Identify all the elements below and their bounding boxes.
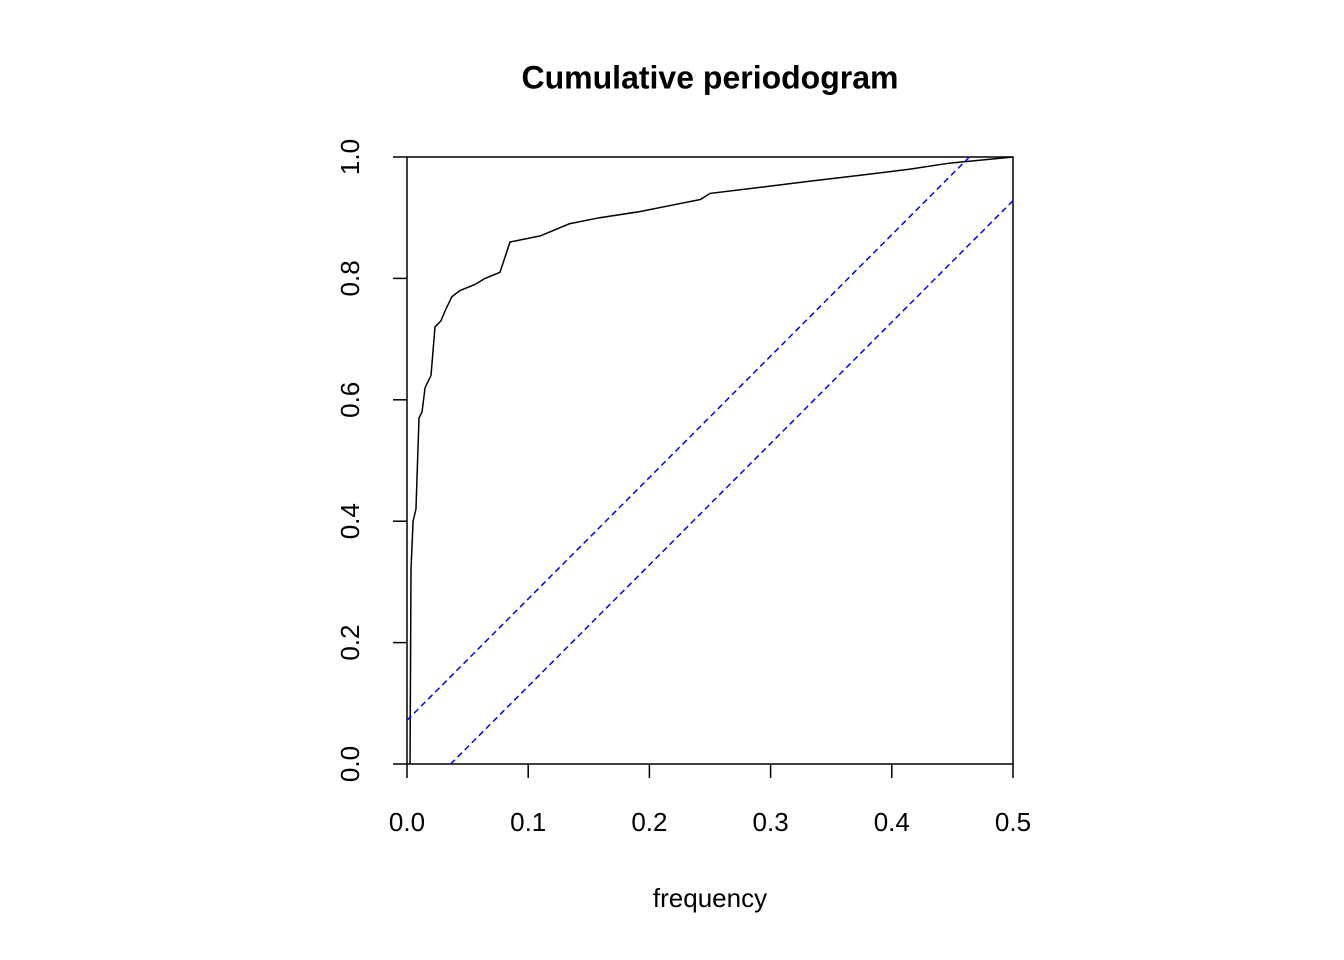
x-tick-label: 0.5	[995, 807, 1031, 837]
y-tick-label: 1.0	[335, 139, 365, 175]
band-line	[450, 200, 1014, 765]
y-tick-label: 0.2	[335, 625, 365, 661]
y-tick-label: 0.0	[335, 746, 365, 782]
x-tick-label: 0.0	[389, 807, 425, 837]
chart-title: Cumulative periodogram	[522, 59, 899, 95]
x-axis-label: frequency	[653, 883, 767, 913]
x-tick-label: 0.4	[874, 807, 910, 837]
x-tick-label: 0.2	[631, 807, 667, 837]
x-tick-label: 0.3	[753, 807, 789, 837]
plot-frame	[406, 156, 1014, 765]
x-tick-label: 0.1	[510, 807, 546, 837]
y-tick-label: 0.6	[335, 382, 365, 418]
y-tick-label: 0.4	[335, 503, 365, 539]
band-line	[406, 156, 970, 721]
cumulative-line	[409, 156, 1014, 765]
y-tick-label: 0.8	[335, 260, 365, 296]
